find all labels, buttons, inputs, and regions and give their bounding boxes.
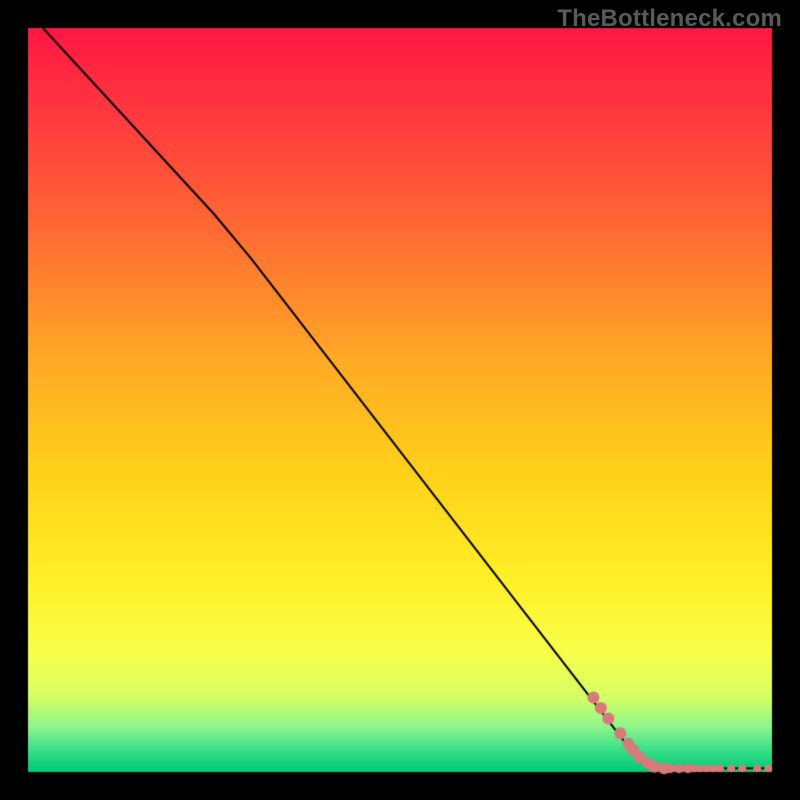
bottleneck-chart (0, 0, 800, 800)
watermark-label: TheBottleneck.com (557, 5, 782, 33)
chart-container: TheBottleneck.com (0, 0, 800, 800)
